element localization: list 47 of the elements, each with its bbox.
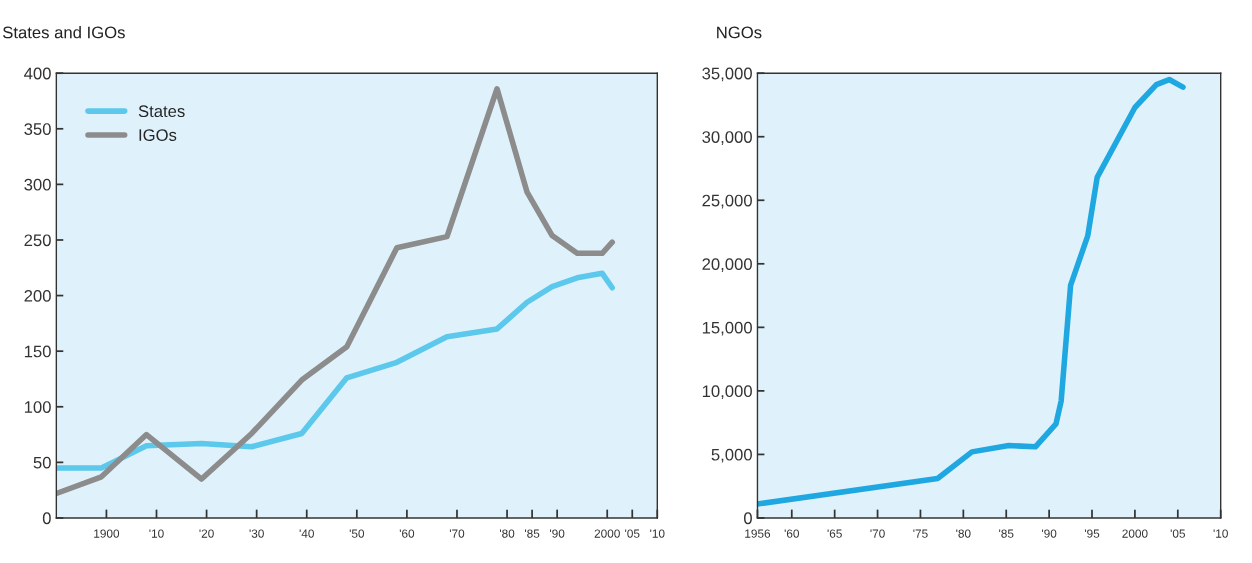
x-tick-label: '90: [1042, 529, 1057, 538]
y-tick-label: 30,000: [702, 131, 752, 145]
y-tick-label: 5,000: [711, 448, 752, 463]
x-tick-label: '30: [249, 529, 264, 538]
x-tick-label: '10: [149, 529, 164, 538]
x-tick-label: '65: [827, 529, 842, 538]
y-tick-label: 100: [24, 401, 51, 413]
x-tick-label: '70: [870, 529, 885, 538]
x-tick-label: '05: [625, 529, 640, 538]
x-tick-label: '10: [1213, 529, 1228, 538]
x-tick-label: 1956: [745, 529, 771, 538]
x-tick-label: '80: [956, 529, 971, 538]
y-tick-label: 35,000: [702, 67, 752, 82]
legend-label: IGOs: [139, 129, 177, 141]
x-tick-label: '40: [299, 529, 314, 538]
legend-label: States: [138, 105, 185, 118]
x-tick-label: '60: [399, 529, 415, 538]
chart-title: States and IGOs: [3, 26, 125, 39]
y-tick-label: 50: [33, 456, 51, 469]
x-tick-label: '80: [499, 529, 515, 538]
chart-title: NGOs: [717, 26, 762, 39]
x-tick-label: 2000: [594, 529, 620, 538]
x-tick-label: '90: [550, 529, 565, 538]
y-tick-label: 150: [24, 345, 51, 358]
y-tick-label: 0: [743, 512, 752, 525]
y-tick-label: 20,000: [702, 258, 752, 272]
y-tick-label: 0: [42, 512, 51, 525]
y-tick-label: 300: [24, 178, 51, 191]
y-tick-label: 250: [24, 234, 51, 247]
x-tick-label: '50: [349, 529, 365, 538]
x-tick-label: '60: [784, 529, 800, 538]
x-tick-label: '95: [1084, 529, 1100, 538]
y-tick-label: 350: [24, 123, 51, 135]
x-tick-label: '70: [449, 529, 465, 538]
y-tick-label: 400: [24, 67, 51, 80]
y-tick-label: 200: [24, 289, 51, 302]
x-tick-label: '05: [1170, 529, 1186, 538]
x-tick-label: '10: [650, 529, 665, 538]
x-tick-label: '20: [199, 529, 214, 538]
y-tick-label: 25,000: [702, 194, 752, 209]
x-tick-label: 2000: [1122, 529, 1148, 538]
x-tick-label: '85: [525, 529, 540, 538]
x-tick-label: '85: [999, 529, 1014, 538]
y-tick-label: 10,000: [702, 385, 752, 400]
x-tick-label: 1900: [94, 529, 120, 538]
x-tick-label: '75: [913, 529, 928, 538]
y-tick-label: 15,000: [702, 321, 752, 336]
